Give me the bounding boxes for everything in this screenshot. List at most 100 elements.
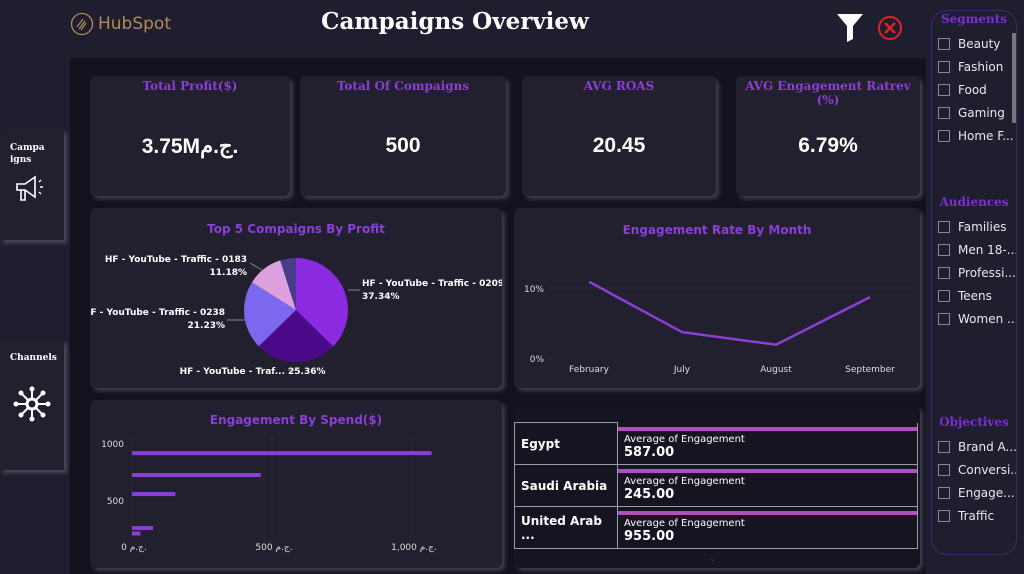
engagement-label: Average of Engagement: [624, 433, 745, 445]
checkbox[interactable]: [938, 290, 950, 303]
slicer-option[interactable]: Conversi...: [932, 458, 1016, 481]
checkbox[interactable]: [938, 107, 950, 120]
table-row[interactable]: United Arab ... Average of Engagement 955.…: [514, 506, 918, 549]
engagement-value: 245.00: [624, 487, 675, 502]
y-tick-label: 1000: [101, 440, 124, 450]
table-row[interactable]: Saudi Arabia Average of Engagement 245.00: [514, 464, 918, 507]
spend-bar: [132, 451, 432, 456]
pie-chart-title: Top 5 Compaigns By Profit: [207, 222, 385, 236]
engagement-cell: Average of Engagement 245.00: [617, 464, 918, 507]
slicer-option[interactable]: Teens: [932, 285, 1016, 308]
country-table-card: Egypt Average of Engagement 587.00 Saudi Ar…: [514, 406, 920, 568]
slicer-option[interactable]: Engage...: [932, 481, 1016, 504]
kpi-title: AVG ROAS: [583, 79, 655, 93]
nav-campaigns[interactable]: Campaigns: [0, 130, 64, 240]
hubspot-logo-icon: [70, 12, 94, 36]
x-tick-label: July: [673, 365, 691, 375]
slicer-option[interactable]: Home F...: [932, 125, 1016, 148]
kpi-value: 500: [385, 134, 421, 157]
kpi-total-profit: Total Profit($) 3.75Mج.م.: [90, 76, 290, 196]
slicer-title: Audiences: [939, 195, 1009, 209]
checkbox[interactable]: [938, 37, 950, 50]
logo-text: HubSpot: [98, 14, 171, 34]
network-hub-icon: [13, 386, 51, 422]
slicer-option-label: Traffic: [958, 509, 995, 524]
country-cell: Egypt: [514, 422, 618, 465]
checkbox[interactable]: [938, 60, 950, 73]
close-circle-icon: [878, 16, 902, 40]
slicer-option[interactable]: Men 18-...: [932, 238, 1016, 261]
bar-chart-card: Engagement By Spend($) 0 ج.م. 500 ج.م. 1,0…: [90, 400, 502, 568]
checkbox[interactable]: [938, 83, 950, 96]
slicer-scrollbar[interactable]: [1012, 33, 1016, 123]
slicer-option[interactable]: Brand A...: [932, 435, 1016, 458]
y-tick-label: 500: [107, 497, 124, 507]
checkbox[interactable]: [938, 130, 950, 143]
spend-bar: [132, 473, 261, 478]
spend-bar: [132, 492, 176, 497]
slicer-option[interactable]: Food: [932, 78, 1016, 101]
line-chart-title: Engagement Rate By Month: [622, 223, 812, 237]
slicer-option[interactable]: Families: [932, 215, 1016, 238]
engagement-cell: Average of Engagement 587.00: [617, 422, 918, 465]
slicer-option-label: Food: [958, 82, 987, 97]
slicer-option[interactable]: Fashion: [932, 55, 1016, 78]
slicer-option-label: Women ...: [958, 312, 1016, 327]
spend-bar: [132, 526, 153, 531]
checkbox[interactable]: [938, 440, 950, 453]
pie-pct-label: 11.18%: [210, 268, 248, 278]
slicer-option[interactable]: Women ...: [932, 308, 1016, 331]
checkbox[interactable]: [938, 220, 950, 233]
megaphone-icon: [16, 175, 43, 201]
scroll-down-icon[interactable]: ⌄: [709, 554, 717, 564]
spend-bar: [132, 531, 141, 536]
checkbox[interactable]: [938, 510, 950, 523]
pie-chart-card: Top 5 Compaigns By Profit HF - YouTube -…: [90, 208, 502, 388]
pie-slice: [251, 260, 296, 310]
y-tick-label: 10%: [524, 285, 544, 295]
slicer-option[interactable]: Gaming: [932, 102, 1016, 125]
kpi-title: Total Profit($): [142, 79, 238, 93]
checkbox[interactable]: [938, 463, 950, 476]
kpi-total-campaigns: Total Of Compaigns 500: [300, 76, 506, 196]
bar-chart: 0 ج.م. 500 ج.م. 1,000 ج.م. 500 1000: [101, 438, 437, 553]
kpi-value: 20.45: [592, 134, 646, 157]
pie-slice: [258, 310, 334, 362]
x-tick-label: 0 ج.م.: [121, 543, 147, 553]
nav-channels-label: Channels: [10, 353, 57, 363]
x-tick-label: 1,000 ج.م.: [391, 543, 437, 553]
slicer-title: Objectives: [939, 415, 1009, 429]
nav-channels[interactable]: Channels: [0, 340, 64, 470]
pie-pct-label: 21.23%: [188, 321, 226, 331]
slicer-option-label: Fashion: [958, 59, 1004, 74]
page-title: Campaigns Overview: [321, 8, 589, 35]
table-row[interactable]: Egypt Average of Engagement 587.00: [514, 422, 918, 465]
checkbox[interactable]: [938, 486, 950, 499]
engagement-value: 587.00: [624, 444, 675, 460]
line-chart-card: Engagement Rate By Month 0% 10% February Ju…: [514, 208, 920, 388]
slicer-panel: [931, 10, 1017, 555]
pie-slice: [244, 282, 296, 347]
nav-campaigns-label: Campaigns: [10, 143, 45, 165]
close-button[interactable]: [877, 15, 903, 45]
slicer-option[interactable]: Professi...: [932, 261, 1016, 284]
pie-label: HF - YouTube - Traffic - 0183: [105, 255, 247, 265]
engagement-bar: [618, 469, 917, 473]
slicer-option-label: Teens: [958, 289, 992, 304]
checkbox[interactable]: [938, 313, 950, 326]
kpi-avg-roas: AVG ROAS 20.45: [522, 76, 716, 196]
slicer-option[interactable]: Beauty: [932, 32, 1016, 55]
x-tick-label: September: [845, 365, 895, 375]
slicer-objectives: Objectives Brand A... Conversi... Engage...…: [932, 415, 1016, 528]
slicer-option-label: Beauty: [958, 36, 1001, 51]
checkbox[interactable]: [938, 266, 950, 279]
checkbox[interactable]: [938, 243, 950, 256]
engagement-bar: [618, 511, 917, 515]
slicer-option[interactable]: Traffic: [932, 505, 1016, 528]
filter-button[interactable]: [836, 12, 864, 46]
country-engagement-table: Egypt Average of Engagement 587.00 Saudi Ar…: [514, 422, 918, 549]
bar-chart-title: Engagement By Spend($): [209, 413, 383, 427]
pie-slice: [296, 258, 348, 347]
pie-label: HF - YouTube - Traffic - 0209: [362, 279, 502, 289]
slicer-option-label: Conversi...: [958, 462, 1016, 477]
